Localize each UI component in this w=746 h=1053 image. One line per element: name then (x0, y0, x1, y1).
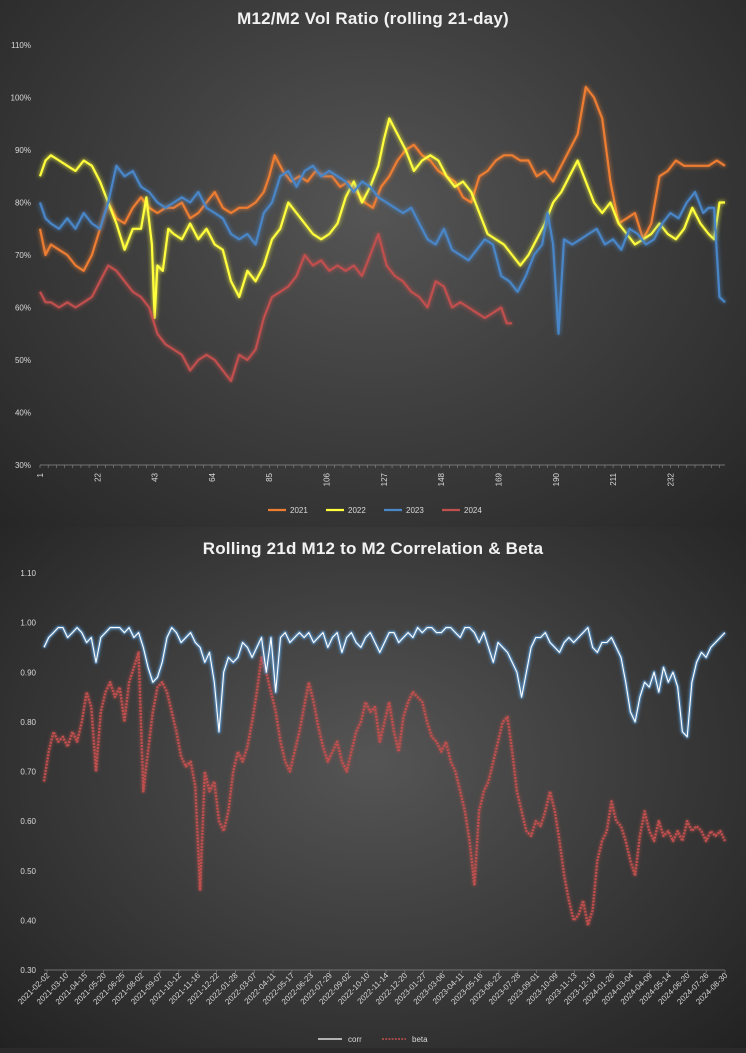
vol-ratio-chart: 30% 40% 50% 60% 70% 80% 90% 100% 110% 1 22 43 64 85 10… (11, 41, 726, 515)
x-tick-label: 1 (36, 472, 45, 477)
x-tick-label: 64 (208, 472, 217, 481)
y-tick-label: 30% (15, 461, 31, 470)
y-tick-label: 100% (11, 94, 31, 103)
x-tick-label: 106 (323, 472, 332, 486)
y-tick-label: 0.90 (20, 668, 36, 677)
y-tick-label: 0.80 (20, 718, 36, 727)
y-tick-label: 90% (15, 146, 31, 155)
x-tick-label: 211 (609, 472, 618, 485)
legend-label-2021: 2021 (290, 506, 308, 515)
series-line-2024 (39, 232, 513, 383)
legend-label-2024: 2024 (464, 506, 482, 515)
legend-label-corr: corr (348, 1035, 362, 1044)
x-tick-label: 190 (552, 472, 561, 486)
series-line-corr (43, 627, 726, 738)
series-line-beta (42, 651, 727, 927)
x-tick-label: 22 (93, 472, 102, 481)
y-tick-label: 110% (11, 41, 31, 50)
chart-title: M12/M2 Vol Ratio (rolling 21-day) (237, 9, 509, 28)
y-tick-label: 1.00 (20, 619, 36, 628)
correlation-beta-chart: 0.300.400.500.600.700.800.901.001.102021… (16, 569, 730, 1044)
x-tick-label: 169 (494, 472, 503, 486)
x-tick-label: 148 (437, 472, 446, 486)
y-tick-label: 40% (15, 409, 31, 418)
vol-ratio-chart-panel: M12/M2 Vol Ratio (rolling 21-day) 30% 40%… (0, 0, 746, 527)
series-line-2022 (38, 117, 725, 320)
legend-label-2022: 2022 (348, 506, 366, 515)
y-tick-label: 0.60 (20, 817, 36, 826)
y-tick-label: 50% (15, 356, 31, 365)
chart-title: Rolling 21d M12 to M2 Correlation & Beta (202, 539, 544, 558)
x-tick-label: 232 (666, 472, 675, 486)
y-tick-label: 0.40 (20, 916, 36, 925)
x-tick-label: 85 (265, 472, 274, 481)
x-tick-label: 43 (151, 472, 160, 481)
correlation-beta-chart-panel: Rolling 21d M12 to M2 Correlation & Beta… (0, 527, 746, 1048)
x-tick-label: 127 (380, 472, 389, 486)
y-tick-label: 0.50 (20, 867, 36, 876)
legend-label-beta: beta (412, 1035, 428, 1044)
y-tick-label: 1.10 (20, 569, 36, 578)
series-line-2023 (38, 164, 726, 335)
y-tick-label: 0.30 (20, 966, 36, 975)
y-tick-label: 80% (15, 199, 31, 208)
y-tick-label: 0.70 (20, 768, 36, 777)
y-tick-label: 70% (15, 251, 31, 260)
y-tick-label: 60% (15, 304, 31, 313)
legend-label-2023: 2023 (406, 506, 424, 515)
series-line-2021 (38, 85, 726, 272)
